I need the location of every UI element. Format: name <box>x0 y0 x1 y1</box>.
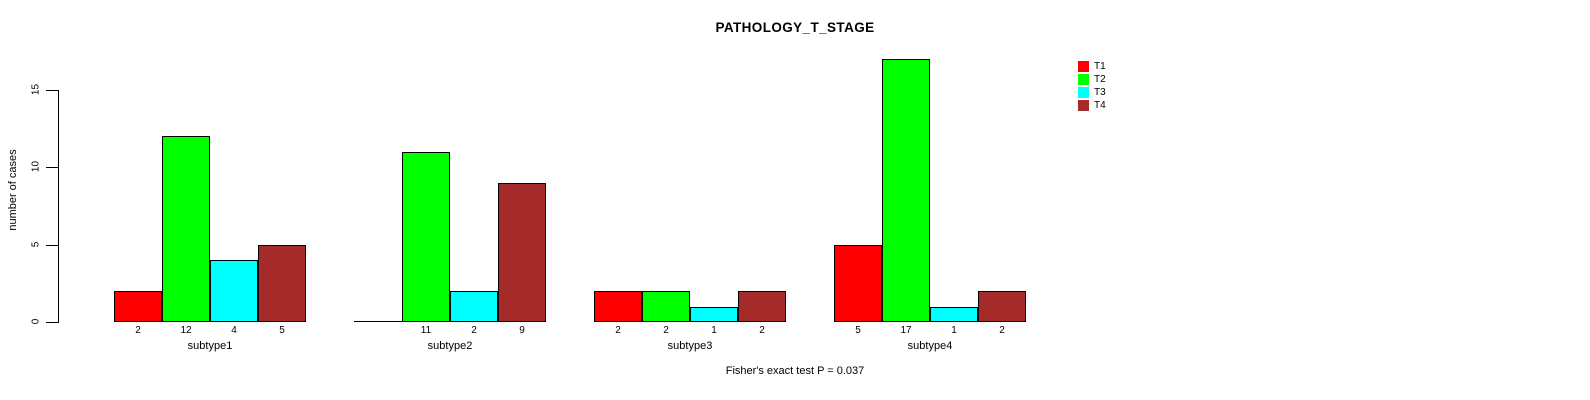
bar-value-label: 2 <box>135 325 141 336</box>
legend-swatch-t4 <box>1078 100 1089 111</box>
bar-t4-subtype3 <box>738 291 786 322</box>
bar-value-label: 5 <box>279 325 285 336</box>
bar-value-label: 12 <box>180 325 192 336</box>
y-tick-mark <box>46 322 58 323</box>
bar-t1-subtype1 <box>114 291 162 322</box>
bar-t2-subtype1 <box>162 136 210 322</box>
bar-value-label: 5 <box>855 325 861 336</box>
bar-t4-subtype2 <box>498 183 546 322</box>
bar-value-label: 2 <box>759 325 765 336</box>
annotation-text: Fisher's exact test P = 0.037 <box>725 365 865 377</box>
bar-value-label: 4 <box>231 325 237 336</box>
bar-value-label: 2 <box>663 325 669 336</box>
bar-t1-subtype3 <box>594 291 642 322</box>
bar-value-label: 17 <box>900 325 912 336</box>
y-tick-mark <box>46 90 58 91</box>
category-label-subtype1: subtype1 <box>187 340 233 352</box>
bar-value-label: 2 <box>999 325 1005 336</box>
bar-value-label: 11 <box>420 325 432 336</box>
bar-t2-subtype3 <box>642 291 690 322</box>
y-axis-line <box>58 89 59 323</box>
category-label-subtype3: subtype3 <box>667 340 713 352</box>
bar-t3-subtype4 <box>930 307 978 322</box>
y-axis-label: number of cases <box>7 149 19 231</box>
y-tick-label: 10 <box>30 160 42 173</box>
category-label-subtype4: subtype4 <box>907 340 953 352</box>
bar-value-label: 2 <box>615 325 621 336</box>
bar-t3-subtype1 <box>210 260 258 322</box>
y-tick-mark <box>46 167 58 168</box>
y-tick-label: 5 <box>30 241 42 248</box>
bar-t3-subtype2 <box>450 291 498 322</box>
legend-label-t4: T4 <box>1094 100 1106 111</box>
y-tick-mark <box>46 245 58 246</box>
legend-label-t1: T1 <box>1094 61 1106 72</box>
legend-swatch-t3 <box>1078 87 1089 98</box>
bar-t2-subtype4 <box>882 59 930 322</box>
bar-t1-subtype4 <box>834 245 882 322</box>
bar-t2-subtype2 <box>402 152 450 322</box>
bar-t1-subtype2 <box>354 321 402 322</box>
y-tick-label: 0 <box>30 318 42 325</box>
legend-swatch-t1 <box>1078 61 1089 72</box>
bar-t3-subtype3 <box>690 307 738 322</box>
bar-value-label: 1 <box>711 325 717 336</box>
legend-swatch-t2 <box>1078 74 1089 85</box>
category-label-subtype2: subtype2 <box>427 340 473 352</box>
bar-t4-subtype1 <box>258 245 306 322</box>
bar-value-label: 9 <box>519 325 525 336</box>
y-tick-label: 15 <box>30 83 42 96</box>
legend-label-t2: T2 <box>1094 74 1106 85</box>
bar-t4-subtype4 <box>978 291 1026 322</box>
chart-title: PATHOLOGY_T_STAGE <box>715 20 875 35</box>
bar-value-label: 1 <box>951 325 957 336</box>
legend-label-t3: T3 <box>1094 87 1106 98</box>
bar-value-label: 2 <box>471 325 477 336</box>
